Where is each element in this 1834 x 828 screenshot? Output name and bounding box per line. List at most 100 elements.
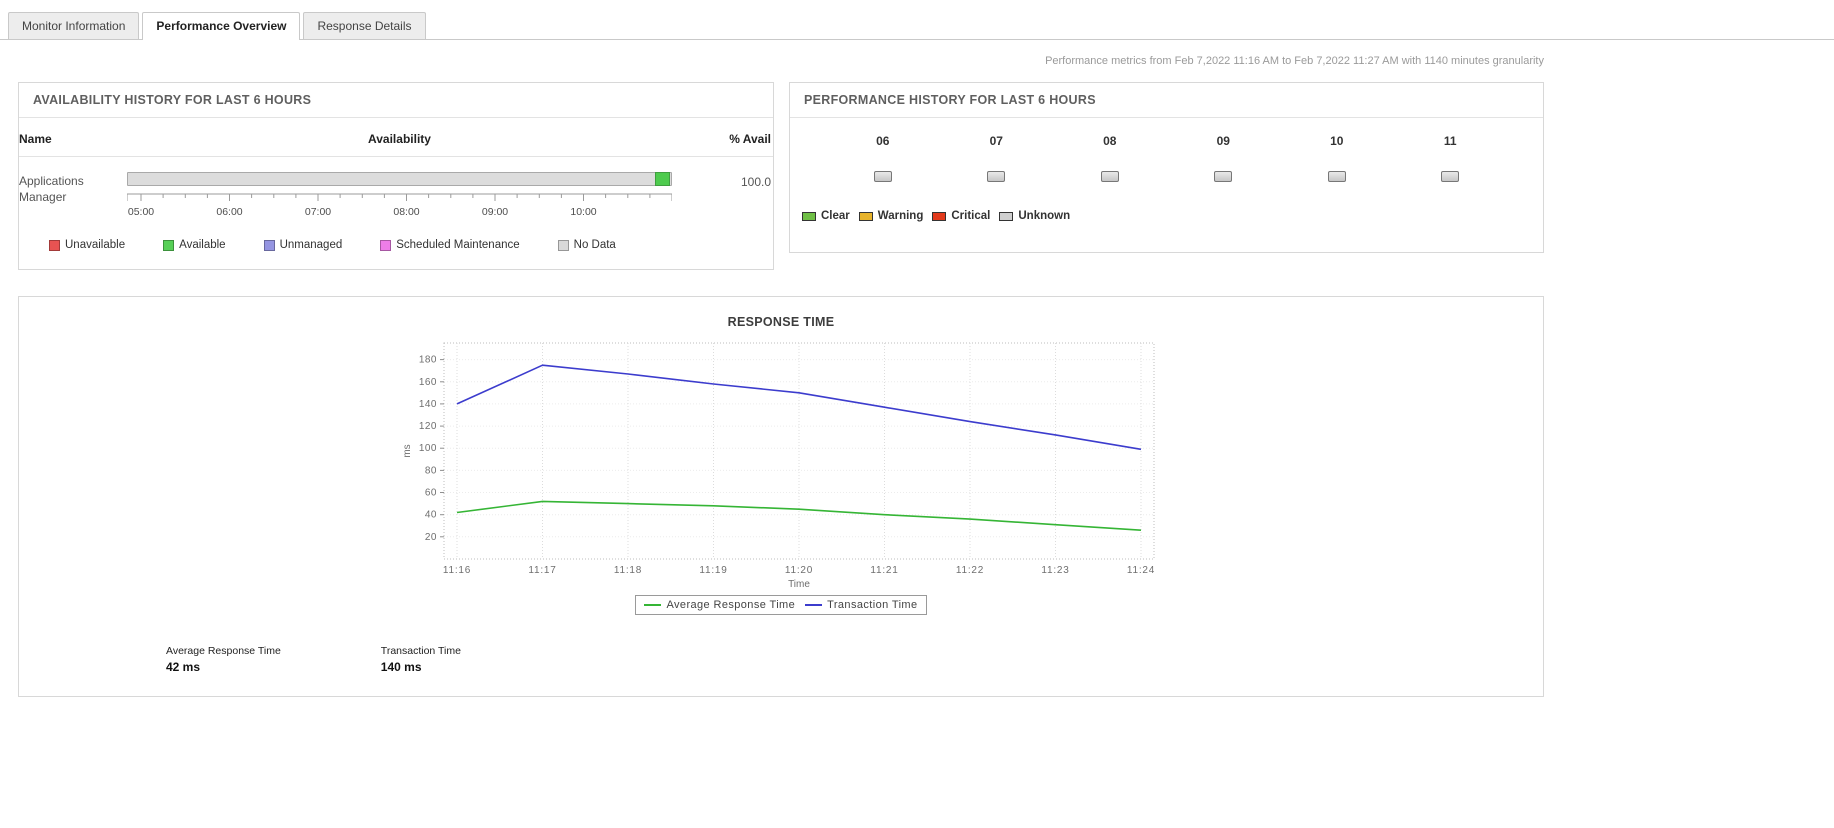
availability-bar-cell: 05:00 06:00 07:00 08:00 09:00 10:00: [127, 169, 672, 223]
summary-row: Average Response Time 42 ms Transaction …: [166, 645, 1543, 674]
legend-label: Unmanaged: [279, 239, 343, 251]
tab-bar: Monitor Information Performance Overview…: [0, 0, 1834, 40]
availability-history-panel: AVAILABILITY HISTORY FOR LAST 6 HOURS Na…: [18, 82, 774, 270]
unknown-swatch: [999, 211, 1014, 221]
svg-text:05:00: 05:00: [128, 206, 154, 218]
percent-avail-value: 100.0: [740, 175, 771, 189]
svg-text:10:00: 10:00: [570, 206, 596, 218]
column-header-percent-avail: % Avail: [729, 132, 771, 146]
critical-swatch: [932, 211, 947, 221]
legend-label: Unknown: [1018, 210, 1071, 222]
tab-response-details[interactable]: Response Details: [303, 12, 426, 39]
legend-label: No Data: [573, 239, 616, 251]
response-time-panel: RESPONSE TIME 20 40 60 80 100 120 140 160 180 11:…: [18, 296, 1544, 697]
svg-text:07:00: 07:00: [305, 206, 331, 218]
svg-text:60: 60: [425, 488, 437, 499]
page-content: Performance metrics from Feb 7,2022 11:1…: [18, 55, 1544, 697]
hour-column: 07: [940, 134, 1054, 182]
svg-text:11:20: 11:20: [785, 565, 813, 576]
summary-label: Average Response Time: [166, 645, 281, 657]
hour-status-box[interactable]: [1214, 171, 1233, 182]
svg-text:11:17: 11:17: [528, 565, 556, 576]
legend-item-unknown: Unknown: [999, 210, 1070, 222]
hour-label: 09: [1216, 134, 1230, 148]
legend-item-no-data: No Data: [557, 239, 616, 251]
hour-status-box[interactable]: [1441, 171, 1460, 182]
availability-time-axis: 05:00 06:00 07:00 08:00 09:00 10:00: [127, 193, 672, 218]
hour-label: 10: [1330, 134, 1344, 148]
hour-column: 10: [1280, 134, 1394, 182]
series-color-line: [644, 604, 662, 606]
hour-status-box[interactable]: [987, 171, 1006, 182]
svg-text:120: 120: [419, 421, 437, 432]
svg-text:11:19: 11:19: [699, 565, 727, 576]
series-color-line: [805, 604, 823, 606]
column-header-availability: Availability: [368, 132, 431, 146]
unavailable-swatch: [49, 239, 60, 251]
chart-legend: Average Response Time Transaction Time: [19, 595, 1543, 615]
hour-column: 08: [1053, 134, 1167, 182]
svg-text:80: 80: [425, 465, 437, 476]
svg-text:ms: ms: [402, 444, 413, 457]
legend-label: Unavailable: [65, 239, 126, 251]
svg-text:09:00: 09:00: [482, 206, 508, 218]
svg-text:11:24: 11:24: [1127, 565, 1155, 576]
summary-label: Transaction Time: [380, 645, 461, 657]
chart-legend-box: Average Response Time Transaction Time: [635, 595, 927, 615]
legend-label: Critical: [951, 210, 991, 222]
hour-status-box[interactable]: [873, 171, 892, 182]
chart-wrapper: 20 40 60 80 100 120 140 160 180 11:16 11:17 11:18 11…: [396, 337, 1166, 591]
series-name: Transaction Time: [827, 599, 918, 611]
summary-average-response-time: Average Response Time 42 ms: [166, 645, 281, 674]
hour-label: 06: [876, 134, 890, 148]
svg-text:11:23: 11:23: [1041, 565, 1069, 576]
legend-item-clear: Clear: [802, 210, 850, 222]
tab-monitor-information[interactable]: Monitor Information: [8, 12, 140, 39]
response-time-chart: 20 40 60 80 100 120 140 160 180 11:16 11:17 11:18 11…: [402, 342, 1155, 590]
performance-panel-title: PERFORMANCE HISTORY FOR LAST 6 HOURS: [790, 83, 1543, 118]
warning-swatch: [858, 211, 873, 221]
svg-text:11:22: 11:22: [956, 565, 984, 576]
hour-label: 08: [1103, 134, 1117, 148]
legend-item-scheduled-maintenance: Scheduled Maintenance: [380, 239, 520, 251]
performance-legend: Clear Warning Critical Unknown: [802, 210, 1543, 222]
legend-item-available: Available: [163, 239, 226, 251]
hour-status-box[interactable]: [1327, 171, 1346, 182]
series-name: Average Response Time: [666, 599, 796, 611]
hour-column: 06: [826, 134, 940, 182]
svg-text:100: 100: [419, 443, 437, 454]
svg-text:11:21: 11:21: [870, 565, 898, 576]
top-panels-row: AVAILABILITY HISTORY FOR LAST 6 HOURS Na…: [18, 82, 1544, 270]
legend-label: Warning: [877, 210, 924, 222]
svg-text:180: 180: [419, 355, 437, 366]
scheduled-maintenance-swatch: [380, 239, 392, 251]
legend-item-unmanaged: Unmanaged: [263, 239, 343, 251]
no-data-swatch: [557, 239, 569, 251]
chart-legend-item: Average Response Time: [644, 599, 795, 611]
hour-status-box[interactable]: [1100, 171, 1119, 182]
availability-bar[interactable]: [127, 172, 672, 186]
clear-swatch: [802, 211, 816, 221]
svg-text:08:00: 08:00: [393, 206, 419, 218]
tab-performance-overview[interactable]: Performance Overview: [142, 12, 301, 40]
performance-hours-row: 06 07 08 09 10: [790, 118, 1543, 182]
chart-title: RESPONSE TIME: [727, 315, 835, 329]
unmanaged-swatch: [263, 239, 275, 251]
hour-column: 11: [1394, 134, 1508, 182]
svg-text:160: 160: [419, 377, 437, 388]
available-swatch: [163, 239, 175, 251]
hour-label: 07: [989, 134, 1003, 148]
svg-text:11:16: 11:16: [443, 565, 471, 576]
legend-item-warning: Warning: [858, 210, 924, 222]
legend-label: Scheduled Maintenance: [396, 239, 520, 251]
svg-text:06:00: 06:00: [216, 206, 242, 218]
column-header-name: Name: [19, 132, 52, 146]
monitor-name: Applications Manager: [19, 174, 84, 205]
svg-text:140: 140: [419, 399, 437, 410]
legend-label: Available: [179, 239, 226, 251]
svg-text:20: 20: [425, 532, 437, 543]
svg-text:11:18: 11:18: [614, 565, 642, 576]
hour-column: 09: [1167, 134, 1281, 182]
availability-panel-title: AVAILABILITY HISTORY FOR LAST 6 HOURS: [19, 83, 773, 118]
availability-bar-available-segment: [655, 172, 670, 186]
